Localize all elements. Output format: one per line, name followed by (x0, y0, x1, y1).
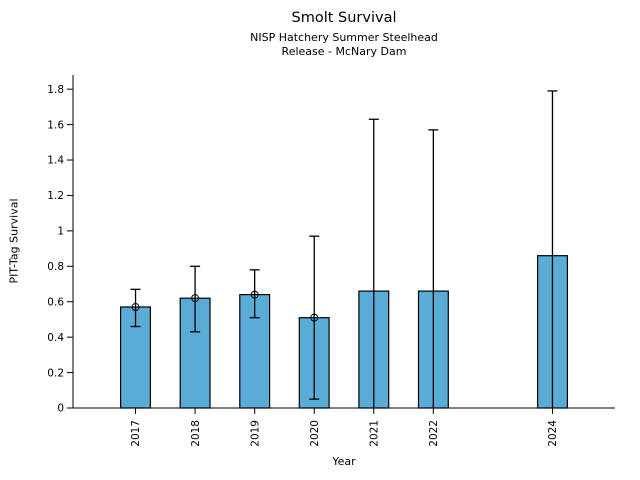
point-marker (191, 294, 200, 303)
x-tick-label: 2022 (428, 420, 440, 447)
point-marker (310, 313, 319, 322)
y-tick-label: 0.2 (47, 367, 64, 379)
x-tick-label: 2021 (368, 420, 380, 447)
y-tick-label: 1.6 (47, 119, 64, 131)
chart-subtitle-line1: NISP Hatchery Summer Steelhead (250, 31, 438, 44)
y-axis-label: PIT-Tag Survival (7, 198, 21, 284)
y-tick-label: 1.2 (47, 190, 64, 202)
x-tick-label: 2018 (190, 420, 202, 447)
chart-title: Smolt Survival (291, 10, 397, 26)
x-tick-label: 2020 (309, 420, 321, 447)
y-tick-label: 0 (57, 403, 64, 415)
x-tick-label: 2024 (547, 420, 559, 447)
y-tick-label: 1.4 (47, 155, 64, 167)
y-tick-label: 1.8 (47, 84, 64, 96)
chart-subtitle-line2: Release - McNary Dam (281, 45, 407, 58)
x-axis-label: Year (332, 455, 356, 468)
point-marker (131, 303, 140, 312)
x-tick-label: 2019 (249, 420, 261, 447)
y-tick-label: 1 (57, 226, 64, 238)
y-tick-label: 0.6 (47, 296, 64, 308)
y-tick-label: 0.8 (47, 261, 64, 273)
y-tick-label: 0.4 (47, 332, 64, 344)
point-marker (250, 290, 259, 299)
x-tick-label: 2017 (130, 420, 142, 447)
